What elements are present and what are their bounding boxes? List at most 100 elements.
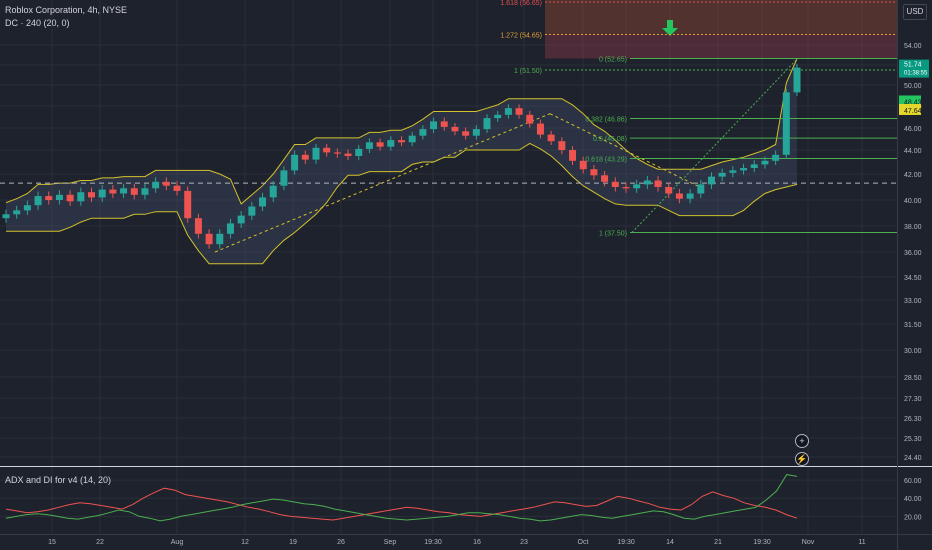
currency-button[interactable]: USD (903, 4, 927, 20)
candle-body (184, 190, 192, 219)
candle-body (729, 170, 737, 173)
fib-level-label: 1 (51.50) (514, 68, 542, 75)
fib-level-label: 1 (37.50) (599, 231, 627, 238)
price-tick-label: 31.50 (904, 322, 922, 329)
add-icon[interactable]: + (795, 434, 809, 448)
candle-body (793, 67, 801, 93)
price-mark-tag (899, 95, 921, 107)
candle-body (45, 196, 53, 200)
trend-line-up (214, 113, 551, 253)
price-tick-label: 42.00 (904, 172, 922, 179)
candle-body (462, 131, 470, 136)
candle-body (333, 152, 341, 154)
price-mark-label: 47.64 (904, 108, 922, 115)
time-tick-label: 22 (96, 539, 104, 546)
candle-body (697, 184, 705, 194)
time-tick-label: 21 (714, 539, 722, 546)
candle-body (547, 134, 555, 142)
time-tick-label: 19 (289, 539, 297, 546)
donchian-lower (6, 142, 798, 265)
time-tick-label: 23 (520, 539, 528, 546)
candle-body (686, 193, 694, 199)
last-price-label: 51.74 (904, 62, 922, 69)
fib-zone-upper (545, 0, 897, 35)
candle-body (387, 140, 395, 147)
candle-body (526, 114, 534, 124)
candle-body (430, 121, 438, 130)
candle-body (611, 181, 619, 187)
donchian-upper (5, 58, 798, 205)
trend-line-down (549, 113, 706, 191)
price-tick-label: 38.00 (904, 224, 922, 231)
down-arrow-icon (662, 20, 678, 36)
candle-body (675, 193, 683, 199)
candle-body (88, 192, 96, 198)
candle-body (665, 187, 673, 194)
candle-body (579, 160, 587, 170)
candle-body (120, 188, 128, 194)
candle-body (633, 184, 641, 189)
adx-tick-label: 60.00 (904, 478, 922, 485)
candle-body (355, 148, 363, 156)
candle-body (291, 154, 299, 171)
price-tick-label: 36.00 (904, 250, 922, 257)
price-tick-label: 26.30 (904, 416, 922, 423)
time-tick-label: Nov (802, 539, 815, 546)
candle-body (643, 180, 651, 185)
adx-legend[interactable]: ADX and DI for v4 (14, 20) (5, 475, 112, 485)
symbol-legend[interactable]: Roblox Corporation, 4h, NYSE (5, 5, 128, 15)
fib-level-label: 0.618 (43.29) (585, 157, 627, 164)
candle-body (323, 147, 331, 153)
candle-body (376, 142, 384, 147)
candle-body (440, 121, 448, 127)
candle-body (761, 160, 769, 165)
candle-body (622, 187, 630, 189)
candle-body (569, 150, 577, 161)
candle-body (13, 210, 21, 215)
candle-body (77, 192, 85, 202)
time-tick-label: Aug (171, 539, 184, 546)
indicator-legend[interactable]: DC · 240 (20, 0) (5, 18, 70, 28)
time-tick-label: 19:30 (753, 539, 771, 546)
candle-body (740, 168, 748, 171)
fib-level-label: 1.618 (56.65) (500, 0, 542, 7)
fib-level-label: 1.272 (54.65) (500, 32, 542, 39)
candle-body (654, 180, 662, 187)
candle-body (718, 172, 726, 177)
candle-body (66, 194, 74, 202)
time-tick-label: Sep (384, 539, 397, 546)
adx-tick-label: 40.00 (904, 496, 922, 503)
price-tick-label: 54.00 (904, 43, 922, 50)
candle-body (344, 153, 352, 156)
price-tick-label: 50.00 (904, 83, 922, 90)
time-tick-label: 26 (337, 539, 345, 546)
fib-level-label: 0.5 (45.08) (593, 136, 627, 143)
candle-body (2, 214, 10, 219)
candle-body (601, 175, 609, 182)
time-tick-label: 15 (48, 539, 56, 546)
candle-body (34, 196, 42, 206)
candle-body (408, 135, 416, 143)
candle-body (750, 164, 758, 168)
candle-body (23, 205, 31, 211)
price-tick-label: 30.00 (904, 348, 922, 355)
time-tick-label: 19:30 (617, 539, 635, 546)
candle-body (707, 176, 715, 185)
price-tick-label: 46.00 (904, 126, 922, 133)
candle-body (269, 185, 277, 198)
candle-body (515, 108, 523, 115)
candle-body (216, 233, 224, 245)
candle-body (162, 181, 170, 186)
candle-body (483, 118, 491, 130)
candle-body (259, 197, 267, 207)
adx-series-line (5, 487, 798, 521)
time-tick-label: 11 (858, 539, 865, 546)
candle-body (98, 189, 106, 198)
candle-body (194, 218, 202, 234)
alert-icon[interactable]: ⚡ (795, 452, 809, 466)
fib-level-label: 0 (52.65) (599, 57, 627, 64)
candle-body (109, 189, 117, 194)
time-tick-label: Oct (578, 539, 589, 546)
candle-body (130, 188, 138, 195)
